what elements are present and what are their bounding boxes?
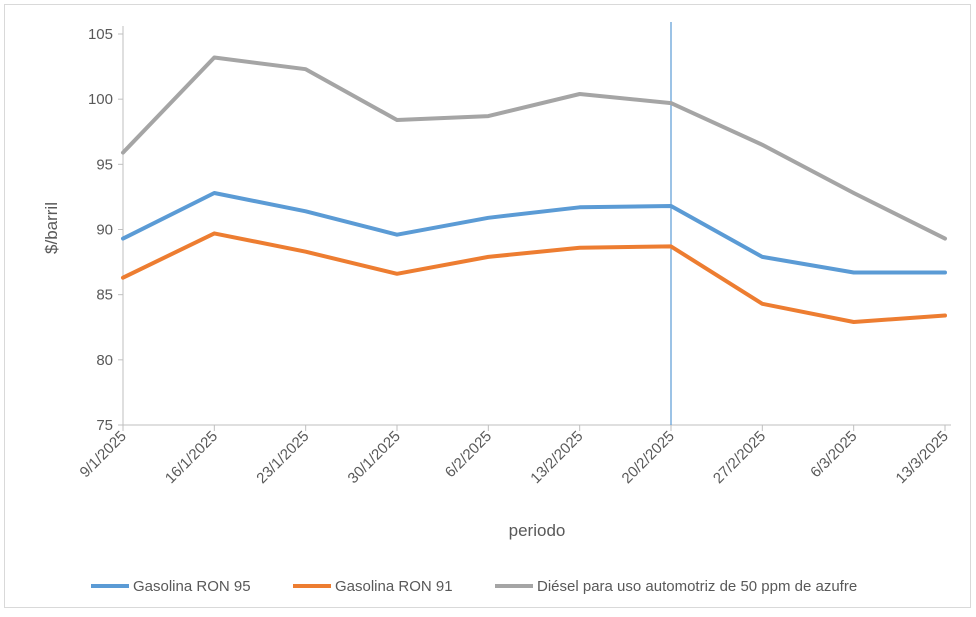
y-axis-title: $/barril [42,202,61,254]
y-tick-label: 105 [88,26,113,43]
y-tick-label: 75 [96,417,113,434]
legend-item: Diésel para uso automotriz de 50 ppm de … [495,578,857,595]
y-tick-label: 95 [96,156,113,173]
y-tick-label: 100 [88,91,113,108]
legend-label: Diésel para uso automotriz de 50 ppm de … [537,578,857,595]
legend-label: Gasolina RON 95 [133,578,251,595]
legend-label: Gasolina RON 91 [335,578,453,595]
y-tick-label: 85 [96,287,113,304]
y-tick-label: 90 [96,222,113,239]
y-tick-label: 80 [96,352,113,369]
chart-frame [5,5,971,608]
x-axis-title: periodo [509,521,566,540]
